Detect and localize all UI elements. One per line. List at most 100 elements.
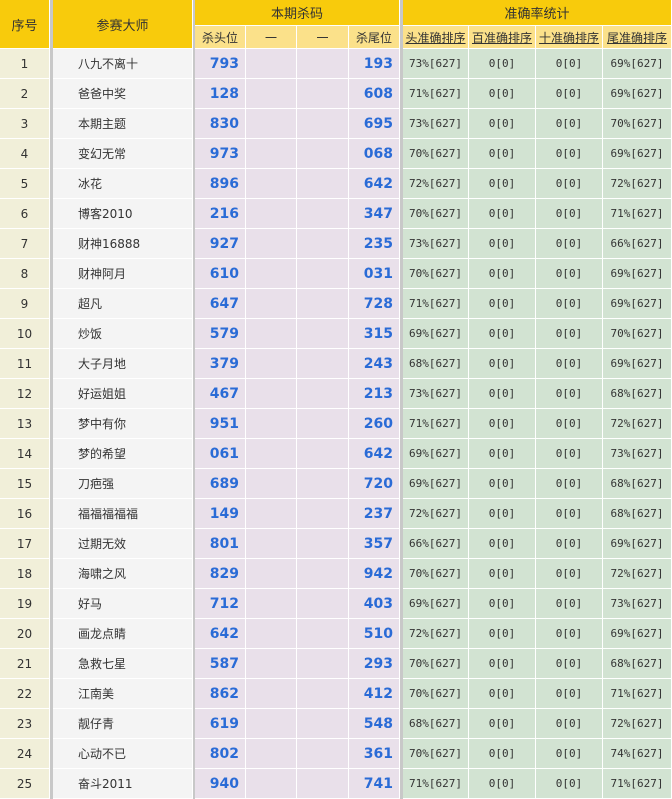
ten-accuracy: 0[0] (536, 499, 603, 529)
divider (400, 109, 403, 139)
master-name: 奋斗2011 (53, 769, 193, 799)
master-name: 本期主题 (53, 109, 193, 139)
tail-accuracy: 74%[627] (603, 739, 672, 769)
divider (50, 49, 53, 79)
head-accuracy: 69%[627] (403, 589, 469, 619)
divider (50, 409, 53, 439)
kill-tail-value: 741 (349, 769, 400, 799)
divider (50, 529, 53, 559)
divider (50, 679, 53, 709)
empty-cell (297, 769, 349, 799)
hundred-accuracy: 0[0] (469, 49, 536, 79)
ten-accuracy: 0[0] (536, 739, 603, 769)
head-accuracy: 70%[627] (403, 259, 469, 289)
kill-head-value: 216 (195, 199, 246, 229)
hundred-accuracy: 0[0] (469, 679, 536, 709)
head-accuracy: 73%[627] (403, 229, 469, 259)
master-name: 急救七星 (53, 649, 193, 679)
table-row: 7 财神16888 927 235 73%[627] 0[0] 0[0] 66%[627] (0, 229, 672, 259)
row-number: 23 (0, 709, 50, 739)
tail-accuracy: 68%[627] (603, 649, 672, 679)
row-number: 16 (0, 499, 50, 529)
divider (193, 709, 195, 739)
head-accuracy: 71%[627] (403, 289, 469, 319)
table-row: 11 大子月地 379 243 68%[627] 0[0] 0[0] 69%[627] (0, 349, 672, 379)
kill-tail-value: 361 (349, 739, 400, 769)
table-row: 16 福福福福福 149 237 72%[627] 0[0] 0[0] 68%[627] (0, 499, 672, 529)
header-accuracy-group: 准确率统计 (403, 0, 672, 26)
divider (400, 199, 403, 229)
ten-accuracy: 0[0] (536, 409, 603, 439)
empty-cell (246, 649, 297, 679)
divider (193, 499, 195, 529)
divider (400, 679, 403, 709)
kill-tail-value: 728 (349, 289, 400, 319)
divider (50, 379, 53, 409)
divider (400, 229, 403, 259)
row-number: 25 (0, 769, 50, 799)
master-name: 靓仔青 (53, 709, 193, 739)
hundred-accuracy: 0[0] (469, 169, 536, 199)
sort-head-accuracy-link[interactable]: 头准确排序 (405, 30, 466, 45)
row-number: 7 (0, 229, 50, 259)
hundred-accuracy: 0[0] (469, 229, 536, 259)
master-name: 财神阿月 (53, 259, 193, 289)
table-row: 22 江南美 862 412 70%[627] 0[0] 0[0] 71%[627] (0, 679, 672, 709)
header-kill-group: 本期杀码 (195, 0, 400, 26)
divider (193, 169, 195, 199)
divider (193, 589, 195, 619)
ten-accuracy: 0[0] (536, 349, 603, 379)
sort-ten-accuracy-link[interactable]: 十准确排序 (538, 30, 599, 45)
divider (400, 319, 403, 349)
head-accuracy: 72%[627] (403, 619, 469, 649)
table-row: 15 刀疤强 689 720 69%[627] 0[0] 0[0] 68%[627] (0, 469, 672, 499)
ten-accuracy: 0[0] (536, 529, 603, 559)
empty-cell (297, 229, 349, 259)
divider (193, 259, 195, 289)
kill-tail-value: 510 (349, 619, 400, 649)
kill-tail-value: 193 (349, 49, 400, 79)
table-row: 2 爸爸中奖 128 608 71%[627] 0[0] 0[0] 69%[627] (0, 79, 672, 109)
master-name: 大子月地 (53, 349, 193, 379)
master-name: 过期无效 (53, 529, 193, 559)
master-name: 刀疤强 (53, 469, 193, 499)
sort-tail-accuracy-link[interactable]: 尾准确排序 (606, 30, 667, 45)
divider (400, 499, 403, 529)
empty-cell (246, 229, 297, 259)
master-name: 冰花 (53, 169, 193, 199)
ten-accuracy: 0[0] (536, 619, 603, 649)
header-dash: 一 (246, 26, 297, 49)
kill-head-value: 587 (195, 649, 246, 679)
divider (193, 469, 195, 499)
divider (50, 439, 53, 469)
hundred-accuracy: 0[0] (469, 619, 536, 649)
kill-head-value: 149 (195, 499, 246, 529)
tail-accuracy: 73%[627] (603, 439, 672, 469)
tail-accuracy: 72%[627] (603, 169, 672, 199)
master-name: 财神16888 (53, 229, 193, 259)
divider (50, 289, 53, 319)
empty-cell (246, 619, 297, 649)
head-accuracy: 73%[627] (403, 109, 469, 139)
header-cell: 头准确排序 (403, 26, 469, 49)
kill-tail-value: 403 (349, 589, 400, 619)
empty-cell (297, 529, 349, 559)
kill-head-value: 712 (195, 589, 246, 619)
table-row: 19 好马 712 403 69%[627] 0[0] 0[0] 73%[627] (0, 589, 672, 619)
divider (50, 139, 53, 169)
divider (193, 109, 195, 139)
empty-cell (246, 259, 297, 289)
row-number: 18 (0, 559, 50, 589)
divider (193, 559, 195, 589)
sort-hundred-accuracy-link[interactable]: 百准确排序 (471, 30, 532, 45)
divider (50, 349, 53, 379)
hundred-accuracy: 0[0] (469, 259, 536, 289)
kill-head-value: 829 (195, 559, 246, 589)
empty-cell (246, 679, 297, 709)
master-name: 梦中有你 (53, 409, 193, 439)
divider (193, 409, 195, 439)
head-accuracy: 70%[627] (403, 649, 469, 679)
master-name: 海啸之风 (53, 559, 193, 589)
divider (400, 169, 403, 199)
tail-accuracy: 69%[627] (603, 619, 672, 649)
